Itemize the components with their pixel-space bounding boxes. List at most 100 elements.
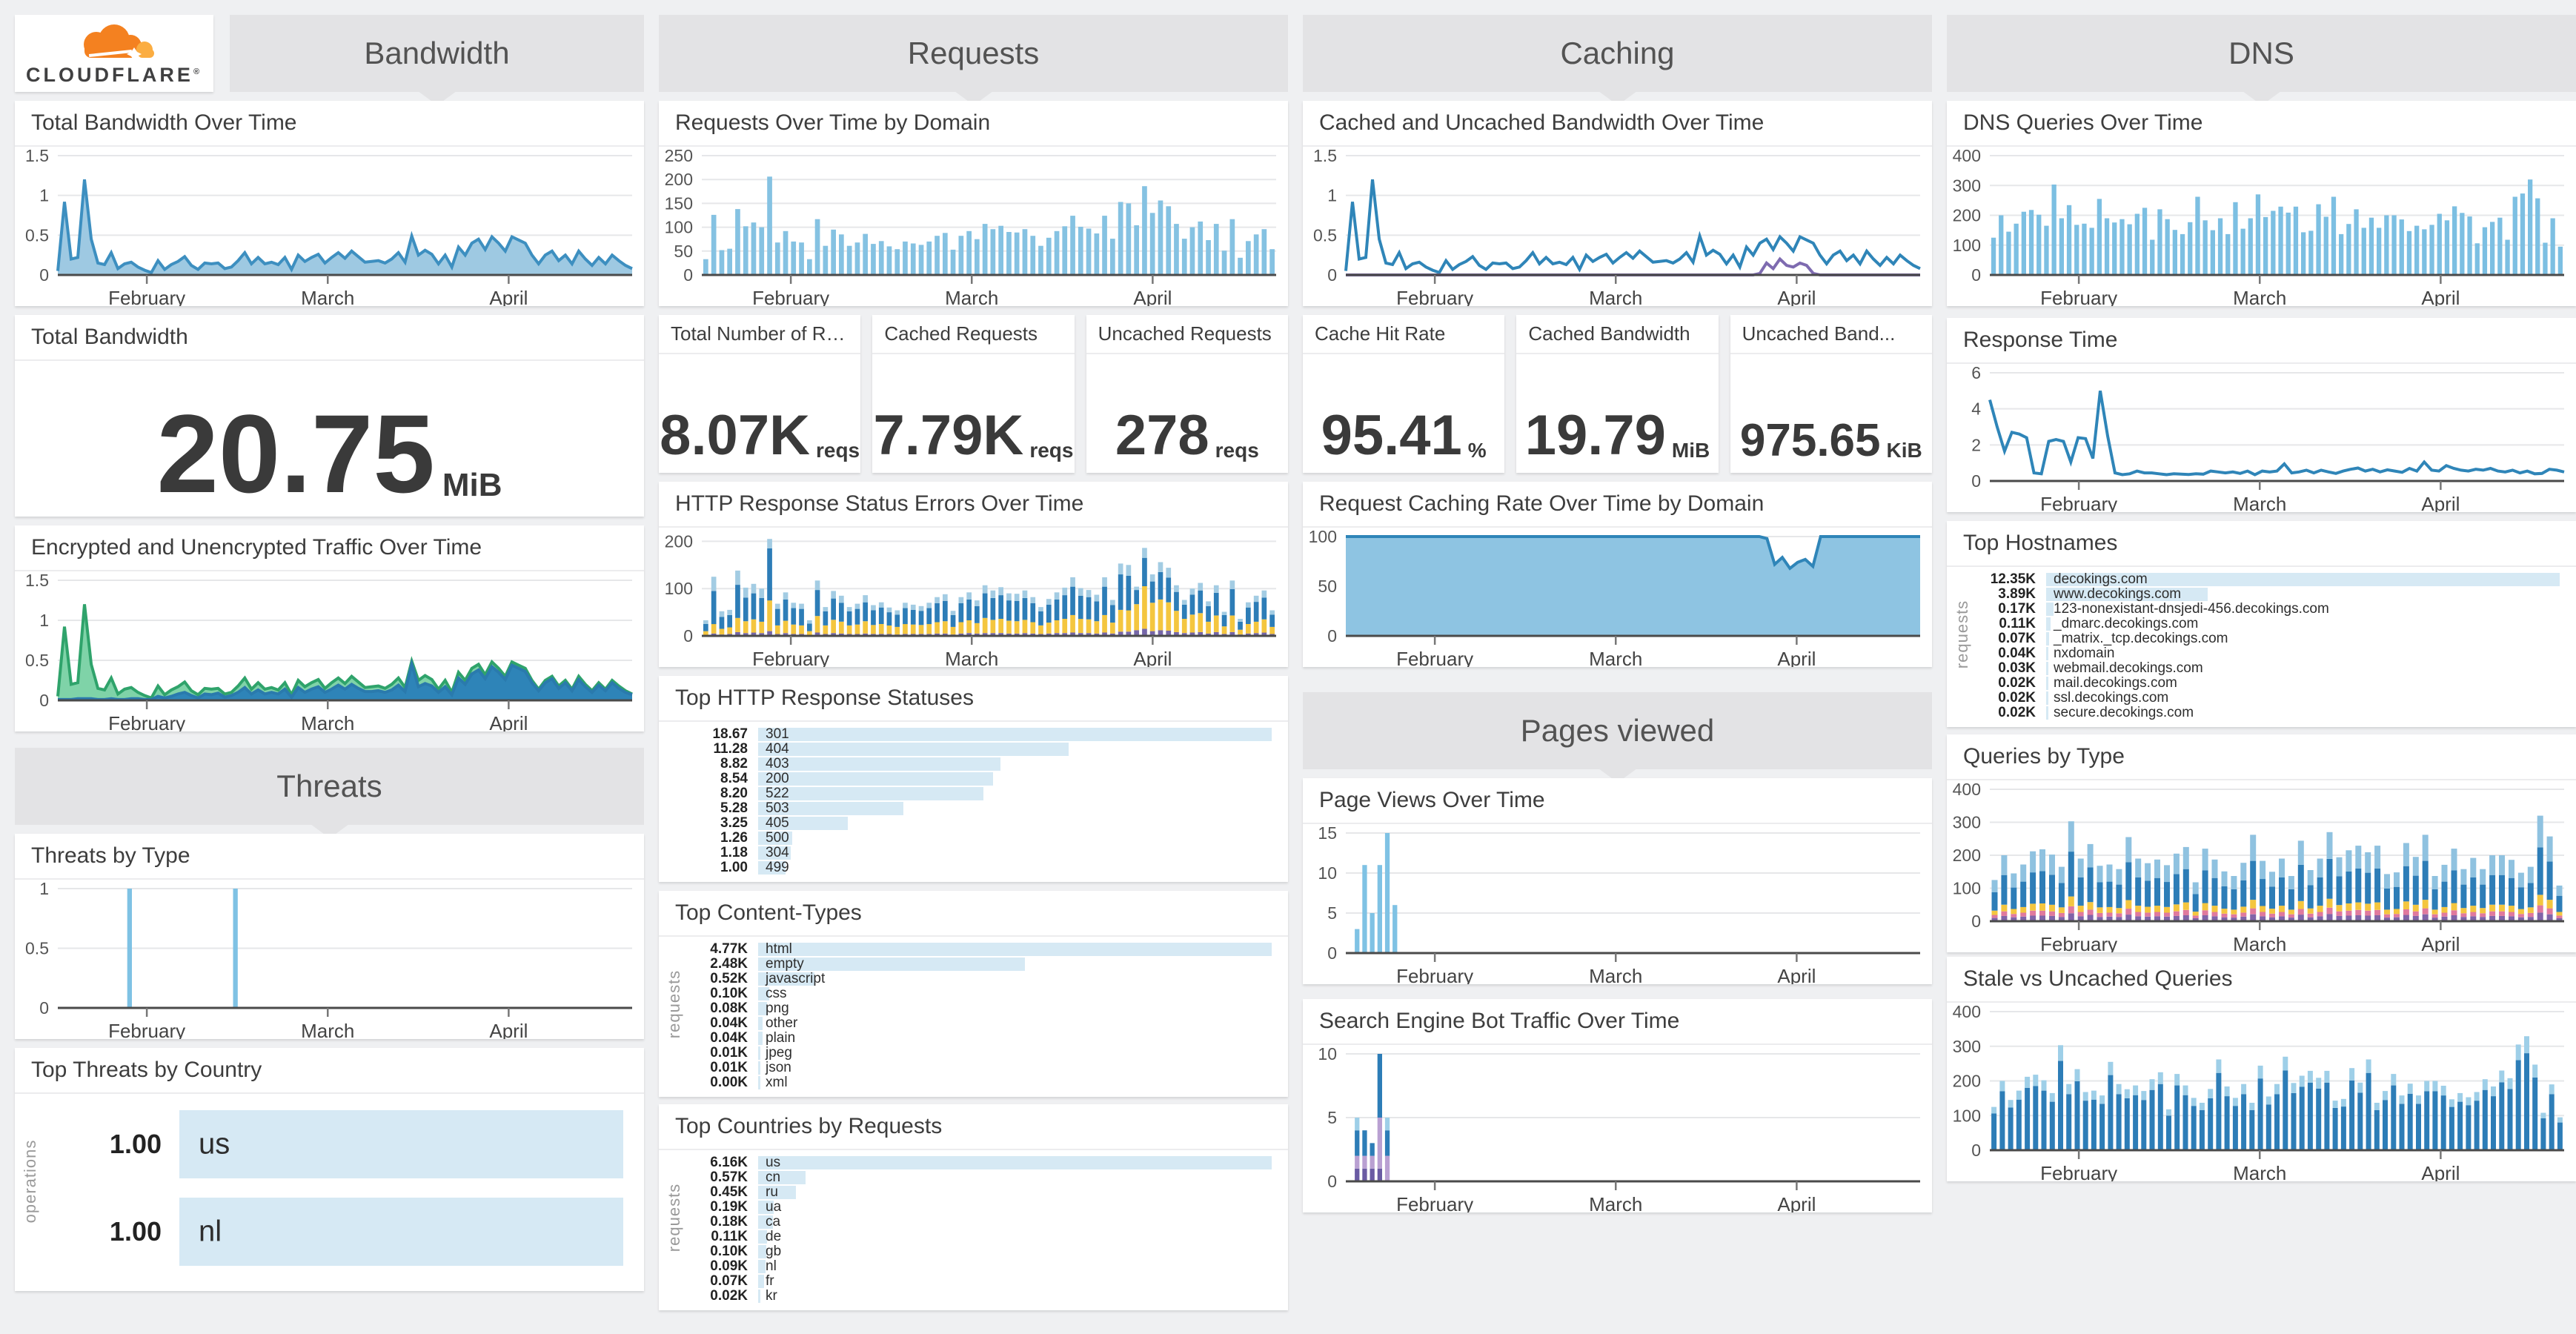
list-value: 0.01K (710, 1060, 748, 1075)
svg-text:0: 0 (1971, 912, 1981, 931)
list-bar-zone: ssl.decokings.com (2046, 690, 2560, 706)
list-label: 123-nonexistant-dnsjedi-456.decokings.co… (2054, 601, 2329, 617)
panel-title: Top Content-Types (659, 891, 1288, 937)
list-bar (758, 846, 791, 860)
svg-text:0: 0 (1327, 1172, 1337, 1191)
svg-text:6: 6 (1971, 364, 1981, 382)
list-bar-zone: empty (758, 956, 1272, 972)
list-bar-zone: 404 (758, 741, 1272, 757)
svg-text:100: 100 (1953, 236, 1981, 255)
section-header-bandwidth: Bandwidth (230, 15, 644, 105)
list-label: de (766, 1229, 782, 1244)
stale-queries-chart: 0 100 200 300 400 February March April (1947, 1003, 2576, 1181)
list-label: ru (766, 1184, 778, 1200)
section-label: Requests (907, 36, 1040, 70)
list-label: ssl.decokings.com (2054, 690, 2169, 706)
svg-text:April: April (2421, 1162, 2460, 1181)
list-row: 0.02K secure.decokings.com (1953, 705, 2560, 720)
panel-title: Page Views Over Time (1303, 778, 1932, 824)
list-label: fr (766, 1273, 774, 1289)
list-label: 499 (766, 860, 789, 875)
panel-title: Top Hostnames (1947, 521, 2576, 567)
caching-bandwidth-chart: 0 0.5 1 1.5 February March April (1303, 147, 1932, 306)
list-row: 0.02K kr (665, 1288, 1272, 1304)
list-row: 0.10K gb (665, 1244, 1272, 1259)
stat-value: 20.75 (156, 391, 435, 516)
list-value: 0.52K (710, 971, 748, 986)
list-label: _dmarc.decokings.com (2054, 616, 2199, 631)
list-label: ca (766, 1214, 781, 1230)
svg-text:April: April (2421, 933, 2460, 952)
svg-text:100: 100 (665, 218, 693, 237)
list-value: 0.04K (710, 1030, 748, 1046)
list-bar-zone: 200 (758, 771, 1272, 786)
list-label: 304 (766, 845, 789, 860)
svg-text:April: April (1777, 648, 1816, 667)
svg-text:300: 300 (1953, 813, 1981, 832)
list-value: 0.02K (1998, 690, 2036, 706)
list-bar (758, 1076, 761, 1089)
list-bar (758, 1156, 1272, 1169)
card-title: Cached Requests (872, 315, 1075, 354)
list-bar (758, 1061, 761, 1075)
list-bar-zone: jpeg (758, 1045, 1272, 1061)
list-value: 18.67 (712, 726, 748, 742)
caching-rate-chart: 0 50 100 February March April (1303, 528, 1932, 667)
svg-text:0.5: 0.5 (25, 939, 49, 958)
list-bar (758, 757, 1001, 771)
list-row: 0.10K css (665, 986, 1272, 1001)
list-value: 0.04K (710, 1015, 748, 1031)
list-value: 0.01K (710, 1045, 748, 1061)
svg-text:February: February (752, 648, 829, 667)
panel-threats-by-type: Threats by Type 0 0.5 1 February March April (15, 834, 644, 1039)
list-row: 0.02K ssl.decokings.com (1953, 690, 2560, 706)
list-value: 0.08K (710, 1001, 748, 1016)
svg-text:April: April (2421, 493, 2460, 512)
svg-text:February: February (1396, 648, 1473, 667)
list-value: 0.17K (1998, 601, 2036, 617)
y-axis-label: operations (21, 1140, 39, 1224)
list-bar-zone: mail.decokings.com (2046, 675, 2560, 691)
requests-over-time-chart: 0 50 100 150 200 250 February March April (659, 147, 1288, 306)
list-bar (758, 987, 769, 1001)
list-bar (2046, 573, 2560, 586)
svg-text:100: 100 (1953, 1106, 1981, 1125)
list-bar (758, 832, 793, 845)
panel-requests-over-time: Requests Over Time by Domain 0 50 100 150 20… (659, 101, 1288, 306)
list-value: 3.89K (1998, 586, 2036, 602)
svg-text:February: February (2040, 493, 2117, 512)
list-row: 1.00 499 (665, 860, 1272, 875)
panel-title: Queries by Type (1947, 734, 2576, 780)
list-bar (758, 1032, 763, 1045)
svg-text:100: 100 (1953, 879, 1981, 898)
list-label: mail.decokings.com (2054, 675, 2177, 691)
section-label: Pages viewed (1520, 713, 1715, 748)
list-label: plain (766, 1030, 796, 1046)
list-bar-zone: _matrix._tcp.decokings.com (2046, 631, 2560, 646)
list-value: 8.82 (720, 756, 748, 771)
list-label: www.decokings.com (2054, 586, 2182, 602)
card-cached-bandwidth: Cached Bandwidth 19.79 MiB (1516, 315, 1719, 473)
list-label: kr (766, 1288, 777, 1304)
stat-unit: reqs (1215, 439, 1259, 462)
svg-text:0: 0 (1971, 265, 1981, 285)
svg-text:March: March (1589, 648, 1642, 667)
list-value: 0.18K (710, 1214, 748, 1230)
list-row: 6.16K us (665, 1155, 1272, 1170)
list-bar (758, 1017, 763, 1030)
svg-text:0: 0 (1971, 471, 1981, 491)
list-bar-zone: nxdomain (2046, 646, 2560, 661)
panel-caching-rate: Request Caching Rate Over Time by Domain… (1303, 482, 1932, 667)
list-row: 1.26 500 (665, 830, 1272, 846)
list-row: 0.02K mail.decokings.com (1953, 675, 2560, 691)
top-countries-list: 6.16K us 0.57K cn 0.45K ru 0.19K ua 0.18K ca 0.11K… (659, 1150, 1288, 1310)
panel-title: Response Time (1947, 318, 2576, 364)
section-label: Caching (1560, 36, 1675, 70)
list-value: 0.02K (710, 1288, 748, 1304)
list-bar-zone: javascript (758, 971, 1272, 986)
list-bar-zone: gb (758, 1244, 1272, 1259)
list-bar (758, 1002, 767, 1015)
queries-by-type-chart: 0 100 200 300 400 February March April (1947, 780, 2576, 952)
svg-text:April: April (1133, 287, 1172, 306)
card-title: Cache Hit Rate (1303, 315, 1505, 354)
